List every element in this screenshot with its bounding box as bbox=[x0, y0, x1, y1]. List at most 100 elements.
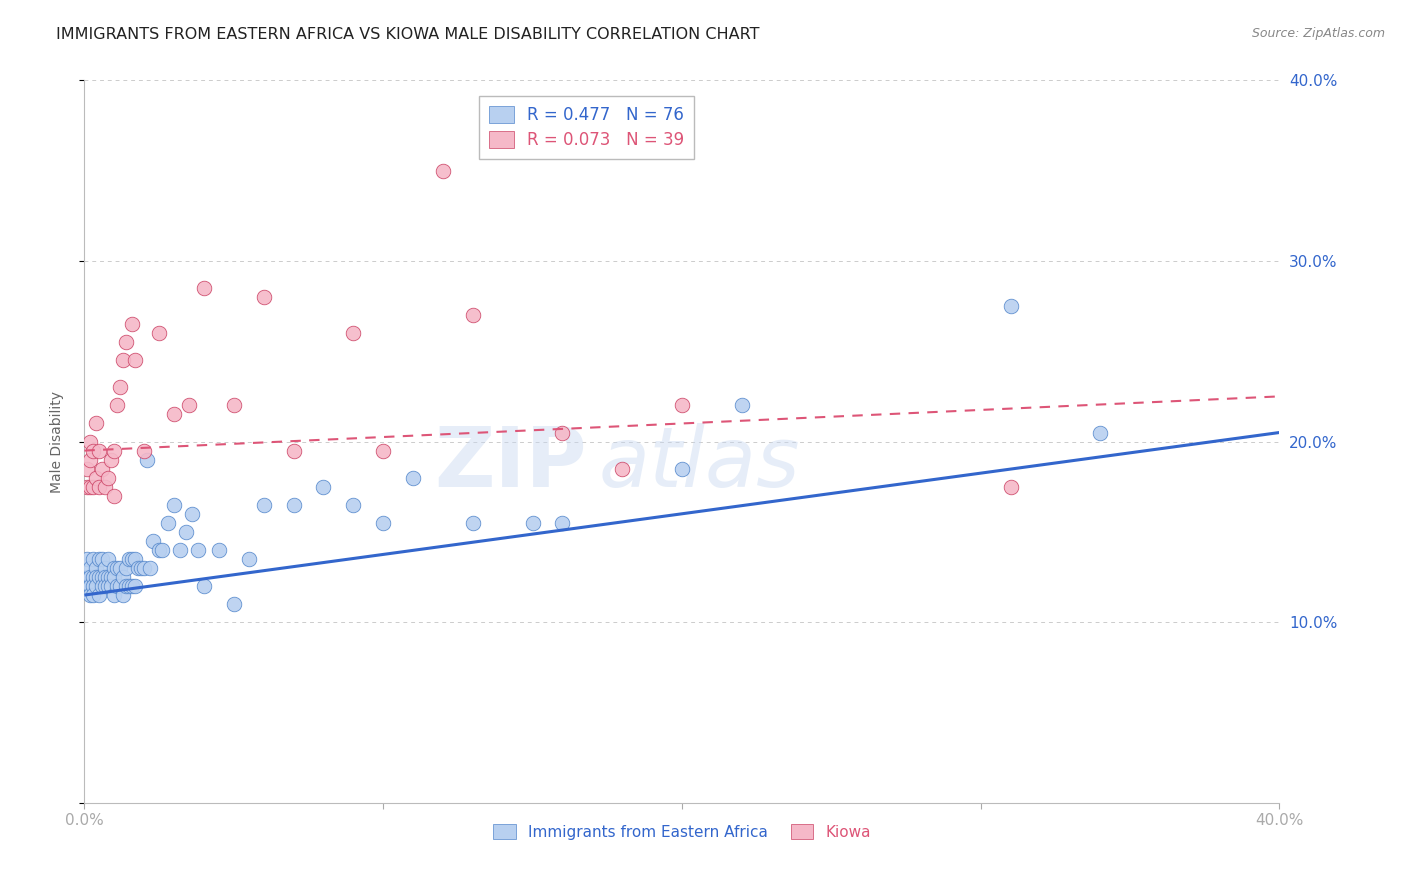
Point bbox=[86, 579, 108, 593]
Point bbox=[671, 461, 693, 475]
Point bbox=[163, 498, 186, 512]
Point bbox=[118, 579, 141, 593]
Point bbox=[76, 552, 98, 566]
Point bbox=[1000, 299, 1022, 313]
Point bbox=[163, 408, 186, 422]
Point bbox=[1000, 480, 1022, 494]
Point bbox=[121, 579, 143, 593]
Point bbox=[79, 452, 101, 467]
Point bbox=[97, 552, 120, 566]
Point bbox=[82, 552, 104, 566]
Point bbox=[373, 516, 395, 530]
Point bbox=[115, 561, 138, 575]
Point bbox=[86, 417, 108, 431]
Point bbox=[94, 561, 117, 575]
Point bbox=[112, 570, 135, 584]
Point bbox=[342, 498, 364, 512]
Point bbox=[174, 524, 197, 539]
Point bbox=[551, 516, 574, 530]
Point bbox=[105, 561, 128, 575]
Point bbox=[177, 398, 200, 412]
Point bbox=[79, 570, 101, 584]
Point bbox=[76, 579, 98, 593]
Point bbox=[79, 588, 101, 602]
Point bbox=[193, 579, 215, 593]
Point bbox=[222, 597, 245, 611]
Text: Source: ZipAtlas.com: Source: ZipAtlas.com bbox=[1251, 27, 1385, 40]
Point bbox=[461, 516, 484, 530]
Point bbox=[91, 579, 114, 593]
Point bbox=[124, 552, 146, 566]
Point bbox=[127, 561, 149, 575]
Point bbox=[157, 516, 180, 530]
Point bbox=[112, 353, 135, 368]
Point bbox=[97, 471, 120, 485]
Point bbox=[105, 398, 128, 412]
Point bbox=[671, 398, 693, 412]
Point bbox=[432, 163, 454, 178]
Point bbox=[253, 290, 276, 304]
Point bbox=[1090, 425, 1112, 440]
Point bbox=[82, 579, 104, 593]
Point bbox=[402, 471, 425, 485]
Point bbox=[238, 552, 260, 566]
Point bbox=[94, 570, 117, 584]
Point bbox=[89, 570, 111, 584]
Text: IMMIGRANTS FROM EASTERN AFRICA VS KIOWA MALE DISABILITY CORRELATION CHART: IMMIGRANTS FROM EASTERN AFRICA VS KIOWA … bbox=[56, 27, 759, 42]
Point bbox=[115, 335, 138, 350]
Point bbox=[86, 471, 108, 485]
Point bbox=[94, 579, 117, 593]
Point bbox=[208, 542, 231, 557]
Point bbox=[91, 552, 114, 566]
Point bbox=[100, 579, 122, 593]
Point bbox=[139, 561, 162, 575]
Point bbox=[100, 452, 122, 467]
Point bbox=[461, 308, 484, 322]
Point bbox=[148, 542, 170, 557]
Point bbox=[112, 588, 135, 602]
Point bbox=[91, 461, 114, 475]
Point bbox=[103, 588, 125, 602]
Point bbox=[79, 480, 101, 494]
Point bbox=[100, 570, 122, 584]
Point bbox=[142, 533, 165, 548]
Point bbox=[222, 398, 245, 412]
Text: ZIP: ZIP bbox=[434, 423, 586, 504]
Point bbox=[76, 461, 98, 475]
Point bbox=[551, 425, 574, 440]
Point bbox=[103, 489, 125, 503]
Point bbox=[103, 443, 125, 458]
Point bbox=[124, 579, 146, 593]
Point bbox=[342, 326, 364, 340]
Point bbox=[89, 552, 111, 566]
Point bbox=[89, 480, 111, 494]
Point bbox=[89, 443, 111, 458]
Point bbox=[121, 552, 143, 566]
Point bbox=[79, 561, 101, 575]
Point bbox=[79, 579, 101, 593]
Y-axis label: Male Disability: Male Disability bbox=[49, 391, 63, 492]
Point bbox=[110, 579, 132, 593]
Point bbox=[129, 561, 152, 575]
Point bbox=[193, 281, 215, 295]
Point bbox=[121, 317, 143, 331]
Point bbox=[169, 542, 191, 557]
Point bbox=[79, 434, 101, 449]
Point bbox=[105, 579, 128, 593]
Point bbox=[150, 542, 173, 557]
Point bbox=[522, 516, 544, 530]
Point bbox=[124, 353, 146, 368]
Point bbox=[97, 570, 120, 584]
Point bbox=[283, 443, 305, 458]
Point bbox=[82, 443, 104, 458]
Point bbox=[253, 498, 276, 512]
Point bbox=[312, 480, 335, 494]
Point bbox=[82, 570, 104, 584]
Point bbox=[86, 561, 108, 575]
Point bbox=[76, 570, 98, 584]
Point bbox=[283, 498, 305, 512]
Point bbox=[110, 380, 132, 394]
Point bbox=[82, 588, 104, 602]
Point bbox=[110, 561, 132, 575]
Point bbox=[612, 461, 634, 475]
